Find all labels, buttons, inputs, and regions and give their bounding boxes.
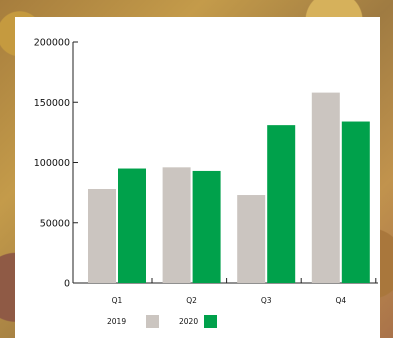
legend-swatch-2019 xyxy=(146,315,159,328)
legend: 2019 2020 xyxy=(107,315,217,328)
y-tick-label: 200000 xyxy=(34,38,70,49)
bar-2019-q2 xyxy=(162,167,191,283)
bar-2019-q3 xyxy=(237,195,266,283)
bar-2019-q4 xyxy=(311,92,340,283)
bar-2020-q1 xyxy=(118,168,146,283)
x-category-label: Q1 xyxy=(112,296,123,305)
legend-swatch-2020 xyxy=(204,315,217,328)
y-tick-label: 100000 xyxy=(34,158,70,169)
bar-2020-q2 xyxy=(192,170,221,283)
y-tick-label: 50000 xyxy=(40,218,70,229)
chart-panel: 200000 150000 100000 50000 0 Q1 Q2 Q3 Q4 2019 20… xyxy=(15,17,380,338)
bar-2020-q4 xyxy=(341,121,370,283)
x-category-label: Q4 xyxy=(335,296,346,305)
bar-2019-q1 xyxy=(88,189,116,283)
x-category-label: Q2 xyxy=(186,296,197,305)
y-axis-ticks: 200000 150000 100000 50000 0 xyxy=(34,38,78,290)
x-axis-ticks: Q1 Q2 Q3 Q4 xyxy=(112,278,377,305)
bar-2020-q3 xyxy=(267,125,296,284)
x-category-label: Q3 xyxy=(261,296,272,305)
bar-series xyxy=(88,92,370,284)
y-tick-label: 0 xyxy=(64,279,70,290)
legend-label-2020: 2020 xyxy=(179,317,198,326)
y-tick-label: 150000 xyxy=(34,98,70,109)
legend-label-2019: 2019 xyxy=(107,317,126,326)
